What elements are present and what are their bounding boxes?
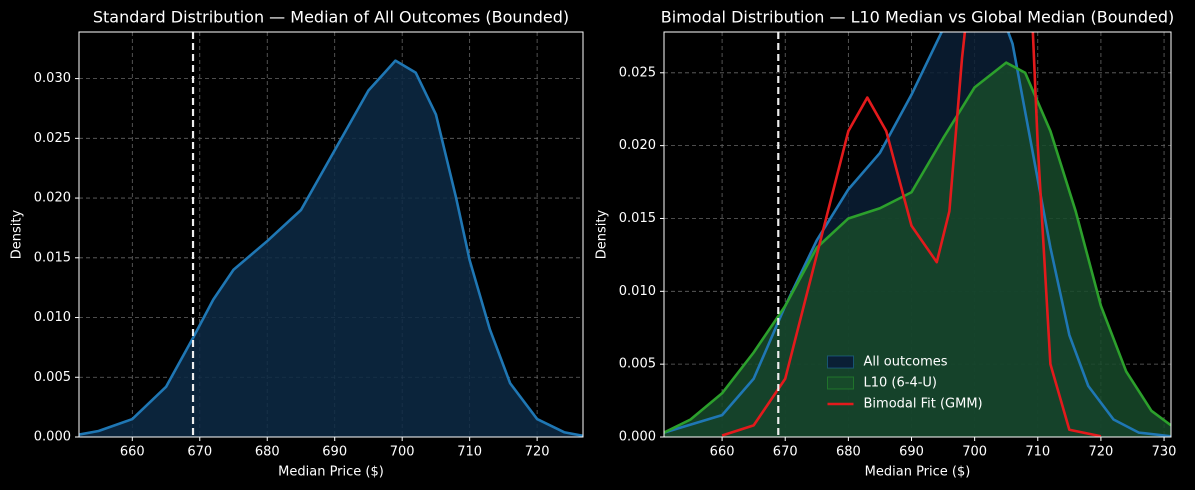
legend-label: Bimodal Fit (GMM) — [864, 397, 983, 412]
x-tick-label: 660 — [710, 445, 735, 460]
x-tick-label: 730 — [1152, 445, 1177, 460]
y-tick-label: 0.025 — [34, 131, 71, 146]
y-tick-label: 0.020 — [34, 191, 71, 206]
x-tick-label: 670 — [187, 445, 212, 460]
density-area — [79, 60, 583, 437]
x-tick-label: 700 — [390, 445, 415, 460]
density-area — [664, 62, 1171, 437]
legend-label: L10 (6-4-U) — [864, 376, 938, 391]
x-tick-label: 680 — [255, 445, 280, 460]
y-tick-label: 0.000 — [619, 430, 656, 445]
x-tick-label: 660 — [120, 445, 145, 460]
density-line — [79, 59, 583, 437]
x-tick-label: 720 — [525, 445, 550, 460]
y-axis-label: Density — [595, 209, 610, 259]
legend-swatch — [827, 355, 854, 369]
y-tick-label: 0.005 — [619, 357, 656, 372]
x-tick-label: 720 — [1089, 445, 1114, 460]
x-axis-label: Median Price ($) — [278, 465, 384, 480]
x-tick-label: 710 — [457, 445, 482, 460]
x-tick-label: 690 — [322, 445, 347, 460]
y-tick-label: 0.015 — [619, 211, 656, 226]
y-tick-label: 0.020 — [619, 138, 656, 153]
plot-area — [664, 32, 1171, 437]
axes-frame — [663, 31, 1172, 438]
y-tick-label: 0.030 — [34, 71, 71, 86]
legend-swatch — [827, 376, 854, 390]
plot-area — [79, 59, 583, 437]
chart-title: Bimodal Distribution — L10 Median vs Glo… — [661, 8, 1174, 27]
density-line — [664, 61, 1171, 434]
y-tick-label: 0.000 — [34, 430, 71, 445]
y-axis-label: Density — [10, 209, 25, 259]
x-axis-label: Median Price ($) — [865, 465, 971, 480]
y-tick-label: 0.005 — [34, 370, 71, 385]
x-tick-label: 680 — [836, 445, 861, 460]
x-tick-label: 670 — [773, 445, 798, 460]
legend-label: All outcomes — [864, 355, 948, 370]
y-tick-label: 0.015 — [34, 250, 71, 265]
chart-title: Standard Distribution — Median of All Ou… — [93, 8, 569, 27]
y-tick-label: 0.010 — [619, 284, 656, 299]
density-line — [721, 32, 1102, 437]
axes-frame — [78, 31, 584, 438]
x-tick-label: 700 — [962, 445, 987, 460]
y-tick-label: 0.010 — [34, 310, 71, 325]
x-tick-label: 690 — [899, 445, 924, 460]
x-tick-label: 710 — [1025, 445, 1050, 460]
y-tick-label: 0.025 — [619, 65, 656, 80]
